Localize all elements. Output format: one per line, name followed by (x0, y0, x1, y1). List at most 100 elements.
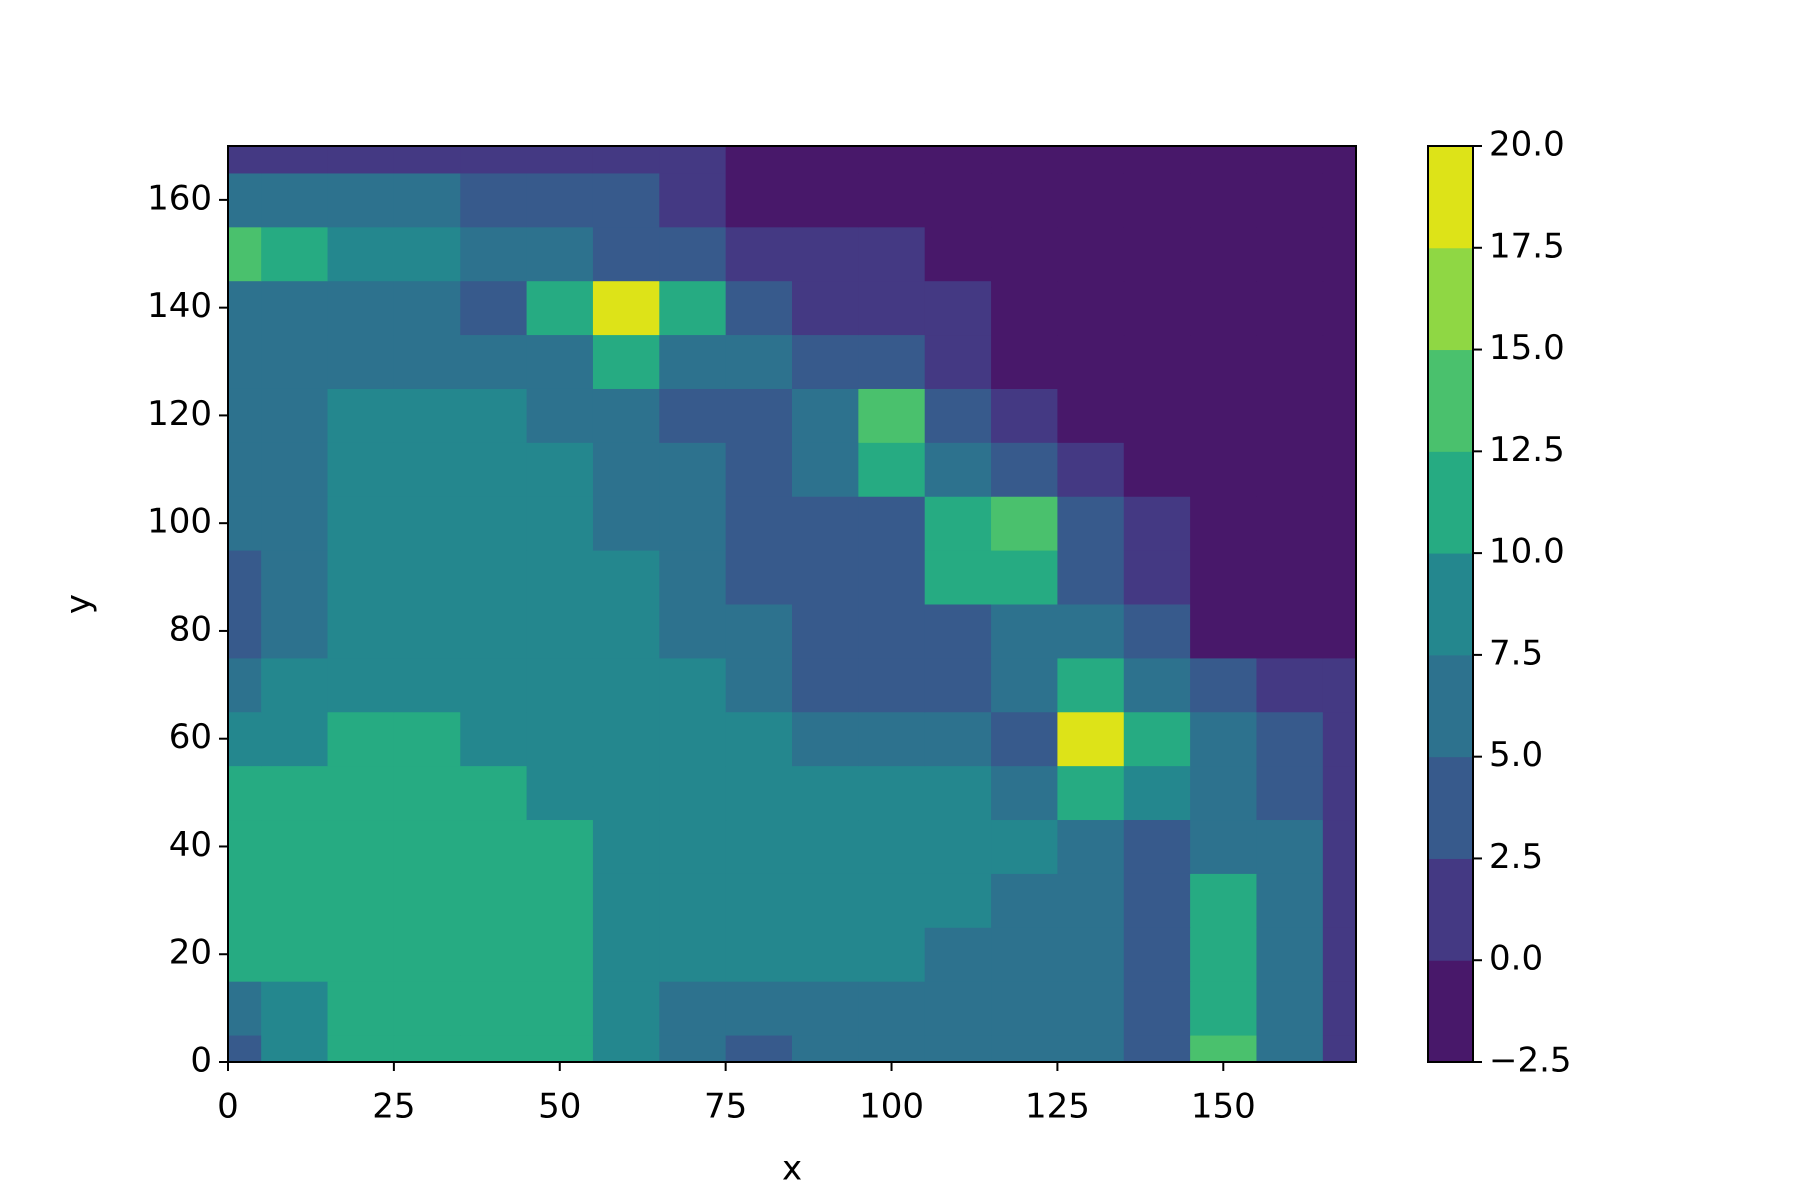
colorbar-tick-label: 20.0 (1489, 125, 1565, 165)
contour-cell (261, 280, 329, 336)
contour-cell (1322, 711, 1356, 767)
contour-cell (460, 550, 528, 605)
contour-cell (1256, 334, 1324, 389)
contour-cell (991, 334, 1058, 389)
contour-cell (526, 172, 594, 228)
contour-cell (1322, 981, 1356, 1036)
contour-cell (725, 334, 793, 389)
contour-cell (460, 226, 528, 282)
contour-cell (1123, 981, 1191, 1036)
contour-cell (1123, 765, 1191, 821)
contour-cell (858, 550, 926, 605)
x-axis-label: x (782, 1149, 802, 1189)
contour-cell (1322, 765, 1356, 821)
contour-cell (526, 388, 594, 443)
contour-cell (792, 280, 859, 336)
contour-cell (1322, 927, 1356, 982)
contour-cell (327, 496, 395, 551)
colorbar-tick-label: 17.5 (1489, 226, 1565, 266)
contour-cell (659, 604, 727, 659)
contour-cell (1123, 496, 1191, 551)
contour-cell (1123, 280, 1191, 336)
contour-cell (261, 711, 329, 767)
contour-cell (1322, 388, 1356, 443)
contour-cell (1256, 657, 1324, 713)
colorbar-tick-label: 10.0 (1489, 532, 1565, 572)
contour-cell (858, 442, 926, 497)
x-tick-label: 150 (1191, 1087, 1256, 1127)
y-tick-label: 20 (169, 933, 212, 973)
contour-cell (327, 711, 395, 767)
contour-cell (393, 1035, 461, 1062)
contour-cell (526, 604, 594, 659)
contour-cell (991, 1035, 1058, 1062)
contour-cell (327, 1035, 395, 1062)
x-tick-label: 75 (704, 1087, 747, 1127)
colorbar-segment (1428, 146, 1473, 249)
contour-cell (1256, 765, 1324, 821)
contour-cell (924, 226, 992, 282)
contour-cell (228, 172, 262, 228)
contour-cell (1057, 146, 1125, 174)
contour-cell (1123, 388, 1191, 443)
contour-cell (526, 873, 594, 928)
contour-cell (1057, 819, 1125, 874)
contour-cell (526, 927, 594, 982)
contour-cell (460, 388, 528, 443)
contour-cell (460, 1035, 528, 1062)
contour-cell (526, 819, 594, 874)
contour-cell (858, 819, 926, 874)
contour-cell (659, 146, 727, 174)
contour-cell (924, 604, 992, 659)
contour-cell (592, 172, 660, 228)
contour-cell (924, 927, 992, 982)
colorbar-segment (1428, 247, 1473, 351)
contour-cell (659, 981, 727, 1036)
contour-cell (924, 442, 992, 497)
colorbar-frame (1427, 145, 1474, 1063)
contour-cell (228, 334, 262, 389)
contour-cell (1256, 496, 1324, 551)
contour-cell (1057, 765, 1125, 821)
contour-cell (393, 981, 461, 1036)
contour-cell (1123, 442, 1191, 497)
contour-cell (1190, 1035, 1257, 1062)
contour-cell (924, 1035, 992, 1062)
contour-cell (1190, 819, 1257, 874)
contour-cell (924, 711, 992, 767)
contour-cell (659, 280, 727, 336)
contour-cell (526, 146, 594, 174)
contour-field (228, 146, 1356, 1062)
contour-cell (592, 226, 660, 282)
contour-cell (1057, 657, 1125, 713)
contour-cell (1322, 334, 1356, 389)
contour-cell (526, 981, 594, 1036)
contour-cell (792, 550, 859, 605)
contour-cell (659, 711, 727, 767)
y-tick-label: 160 (147, 178, 212, 218)
contour-cell (1057, 280, 1125, 336)
contour-cell (460, 657, 528, 713)
contour-cell (1322, 146, 1356, 174)
contour-cell (261, 981, 329, 1036)
contour-cell (228, 1035, 262, 1062)
contour-cell (1256, 226, 1324, 282)
contour-cell (924, 873, 992, 928)
contour-cell (659, 550, 727, 605)
contour-cell (659, 172, 727, 228)
contour-cell (792, 819, 859, 874)
contour-cell (460, 496, 528, 551)
contour-cell (1256, 280, 1324, 336)
contour-cell (261, 172, 329, 228)
contour-cell (1190, 657, 1257, 713)
colorbar-segment (1428, 451, 1473, 554)
contour-cell (1057, 1035, 1125, 1062)
contour-cell (1123, 657, 1191, 713)
contour-cell (393, 550, 461, 605)
contour-cell (393, 927, 461, 982)
contour-cell (1123, 146, 1191, 174)
contour-cell (592, 873, 660, 928)
contour-cell (592, 146, 660, 174)
contour-cell (327, 873, 395, 928)
